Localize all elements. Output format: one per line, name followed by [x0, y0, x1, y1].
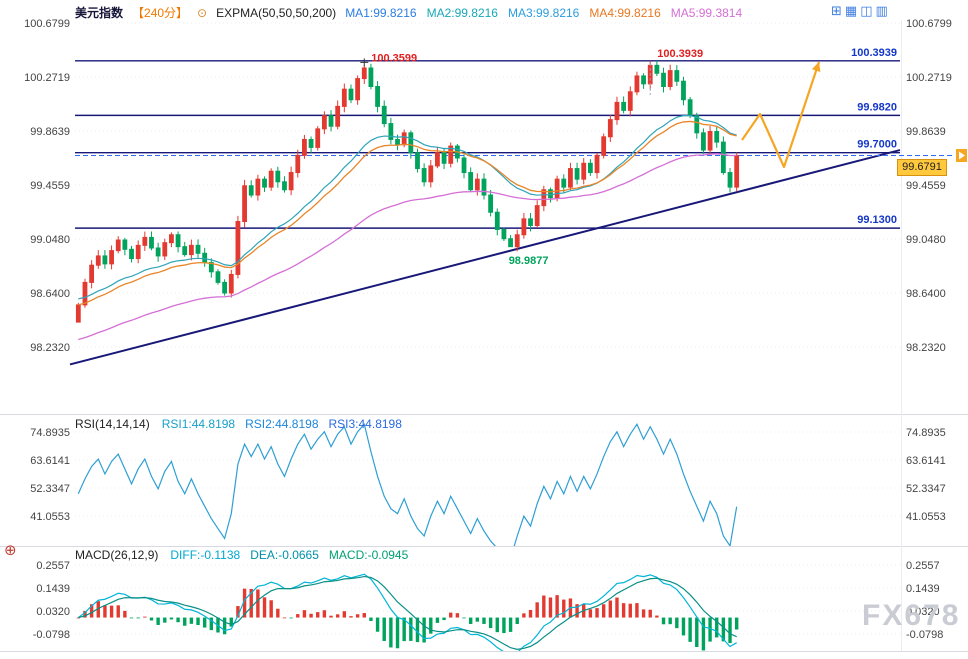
rsi-title: RSI(14,14,14) [75, 417, 150, 431]
level-label: 100.3939 [851, 47, 897, 59]
axis-label: 100.2719 [24, 72, 70, 84]
level-label: 99.1300 [857, 214, 897, 226]
projection-arrow [741, 61, 821, 169]
axis-label: 98.2320 [906, 342, 946, 354]
price-annotation: 98.9877 [509, 255, 549, 267]
indicator-title: EXPMA(50,50,50,200) [216, 5, 337, 20]
axis-label: 74.8935 [30, 427, 70, 439]
rsi-line [77, 423, 738, 546]
axis-label: 100.6799 [906, 18, 952, 30]
watermark: FX678 [862, 599, 961, 632]
axis-label: 100.6799 [24, 18, 70, 30]
axis-label: 0.2557 [906, 560, 940, 572]
current-price-badge: 99.6791 [897, 159, 947, 176]
axis-label: 98.6400 [906, 288, 946, 300]
chart-header: 美元指数 【240分】 ⊙ EXPMA(50,50,50,200) MA1:99… [75, 4, 742, 21]
crosshair-tool-icon[interactable]: ⊕ [4, 542, 17, 559]
candlestick-series [75, 60, 740, 323]
rsi-values: RSI1:44.8198 RSI2:44.8198 RSI3:44.8198 [162, 417, 402, 431]
ema-slow-line [78, 153, 737, 341]
axis-label: 0.2557 [36, 560, 70, 572]
axis-label: 100.2719 [906, 72, 952, 84]
macd-values: DIFF:-0.1138 DEA:-0.0665 MACD:-0.0945 [170, 548, 408, 562]
axis-label: 63.6141 [30, 455, 70, 467]
rsi-value: RSI2:44.8198 [245, 417, 319, 431]
axis-label: 63.6141 [906, 455, 946, 467]
axis-label: 99.0480 [906, 234, 946, 246]
ma-value: MA3:99.8216 [507, 5, 580, 20]
macd-title: MACD(26,12,9) [75, 548, 159, 562]
axis-label: 0.1439 [36, 583, 70, 595]
macd-dea-line [78, 575, 737, 650]
ma-values: MA1:99.8216 MA2:99.8216 MA3:99.8216 MA4:99.… [345, 6, 742, 20]
axis-label: 52.3347 [906, 483, 946, 495]
axis-label: -0.0798 [33, 629, 70, 641]
ma-value: MA1:99.8216 [345, 5, 417, 20]
layout-toolbar: ⊞ ▦ ◫ ▥ [831, 4, 888, 18]
axis-label: 99.8639 [30, 126, 70, 138]
axis-label: 99.0480 [30, 234, 70, 246]
macd-header: MACD(26,12,9) DIFF:-0.1138 DEA:-0.0665 MAC… [75, 548, 408, 562]
axis-label: 0.0320 [36, 606, 70, 618]
macd-diff-line [77, 573, 737, 651]
axis-label: 98.2320 [30, 342, 70, 354]
trend-line[interactable] [69, 149, 901, 366]
indicator-settings-icon[interactable]: ⊙ [197, 5, 208, 20]
ma-value: MA2:99.8216 [426, 5, 498, 20]
axis-label: 99.8639 [906, 126, 946, 138]
left-panel-icon[interactable]: ◫ [860, 3, 873, 18]
bottom-panel-icon[interactable]: ▥ [875, 3, 888, 18]
axis-label: 41.0553 [906, 511, 946, 523]
level-label: 99.7000 [857, 139, 897, 151]
axis-label: 0.1439 [906, 583, 940, 595]
macd-histogram [76, 588, 739, 651]
level-label: 99.9820 [857, 101, 897, 113]
symbol-name: 美元指数 [75, 6, 124, 20]
axis-label: 74.8935 [906, 427, 946, 439]
price-levels: 100.3939 99.9820 99.7000 99.1300 [75, 47, 900, 229]
price-annotation: 100.3599 [371, 52, 417, 64]
macd-value: DEA:-0.0665 [250, 548, 319, 562]
multi-pane-icon[interactable]: ▦ [844, 3, 858, 18]
price-annotation: 100.3939 [657, 48, 703, 60]
axis-label: 98.6400 [30, 288, 70, 300]
axis-label: 99.4559 [906, 180, 946, 192]
axis-label: 41.0553 [30, 511, 70, 523]
ema-fast-line [78, 120, 737, 306]
macd-value: MACD:-0.0945 [328, 548, 409, 562]
axis-label: 99.4559 [30, 180, 70, 192]
timeframe-label[interactable]: 【240分】 [132, 6, 189, 20]
ma-value: MA4:99.8216 [589, 5, 661, 20]
arrow-head-icon [811, 62, 821, 72]
axis-label: 0.0320 [906, 606, 940, 618]
macd-value: DIFF:-0.1138 [170, 548, 241, 562]
axis-label: 52.3347 [30, 483, 70, 495]
ema-mid-line [78, 115, 737, 300]
axis-label: -0.0798 [906, 629, 943, 641]
rsi-header: RSI(14,14,14) RSI1:44.8198 RSI2:44.8198 RS… [75, 417, 402, 431]
rsi-value: RSI3:44.8198 [328, 417, 402, 431]
ma-value: MA5:99.3814 [670, 5, 743, 20]
grid-layout-icon[interactable]: ⊞ [831, 3, 842, 18]
rsi-value: RSI1:44.8198 [161, 417, 236, 431]
